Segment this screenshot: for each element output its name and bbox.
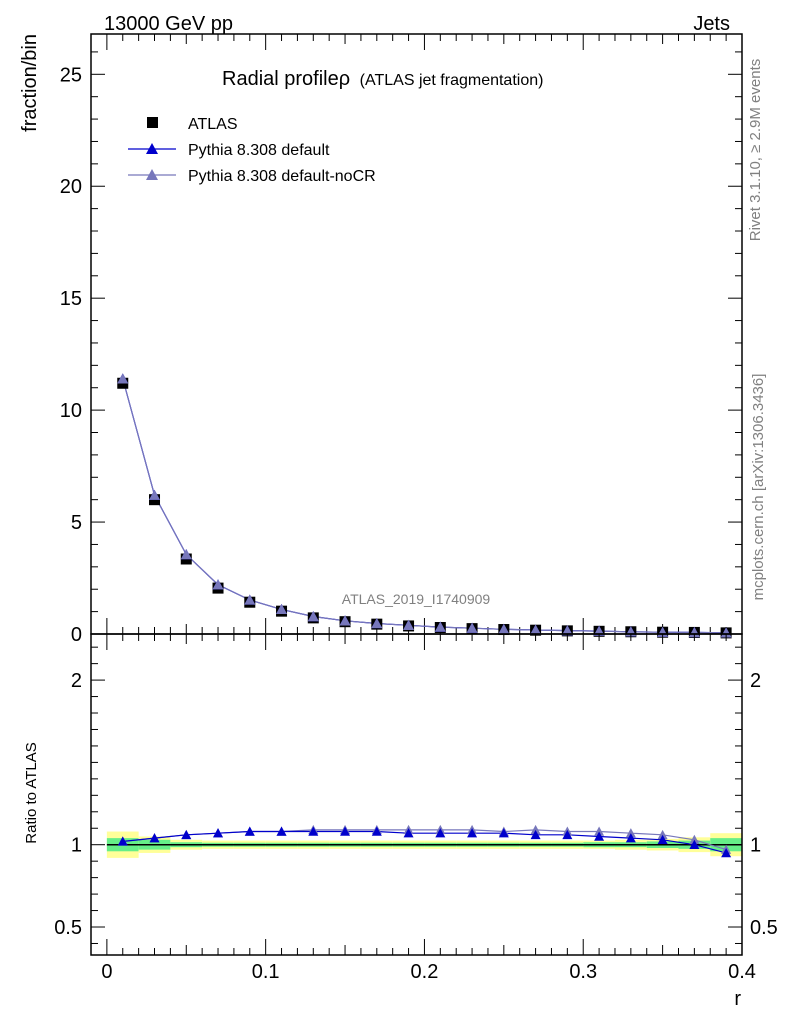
ratio-plot-marks bbox=[117, 824, 732, 858]
main-ytick-label: 0 bbox=[71, 624, 82, 646]
nocr-point bbox=[371, 617, 383, 629]
ratio-default-point bbox=[213, 828, 224, 838]
legend: ATLAS Pythia 8.308 default Pythia 8.308 … bbox=[128, 116, 376, 185]
ratio-default-point bbox=[403, 828, 414, 838]
ratio-axes: 0 0.1 0.2 0.3 0.4 0.5 0.5 1 1 2 2 bbox=[54, 634, 778, 983]
ratio-nocr-point bbox=[594, 826, 605, 836]
energy-label: 13000 GeV pp bbox=[104, 13, 233, 35]
ratio-default-point bbox=[340, 826, 351, 836]
ratio-frame bbox=[90, 633, 743, 956]
nocr-point bbox=[180, 549, 192, 560]
chart-subtitle: (ATLAS jet fragmentation) bbox=[360, 72, 544, 89]
main-ytick-label: 20 bbox=[60, 176, 82, 198]
ratio-xtick-label: 0 bbox=[101, 961, 112, 983]
ratio-default-point bbox=[467, 828, 478, 838]
legend-nocr-label: Pythia 8.308 default-noCR bbox=[188, 168, 376, 185]
main-ytick-label: 5 bbox=[71, 512, 82, 534]
ratio-ylabel: Ratio to ATLAS bbox=[23, 742, 40, 843]
nocr-point bbox=[434, 621, 446, 632]
ratio-xtick-label: 0.2 bbox=[411, 961, 439, 983]
main-ylabel: fraction/bin bbox=[19, 34, 41, 132]
ratio-default-point bbox=[244, 826, 255, 836]
ratio-default-point bbox=[435, 828, 446, 838]
ratio-nocr-point bbox=[657, 829, 668, 840]
legend-nocr-marker bbox=[146, 169, 158, 180]
nocr-point bbox=[403, 619, 415, 630]
nocr-point bbox=[561, 625, 573, 636]
nocr-point bbox=[466, 622, 478, 633]
ratio-default-point bbox=[308, 826, 319, 836]
ratio-nocr-point bbox=[625, 828, 636, 838]
ratio-xtick-label: 0.4 bbox=[728, 961, 756, 983]
main-ytick-label: 15 bbox=[60, 288, 82, 310]
nocr-point bbox=[530, 624, 542, 635]
nocr-point bbox=[307, 611, 319, 622]
ratio-xtick-label: 0.3 bbox=[569, 961, 597, 983]
main-ytick-label: 25 bbox=[60, 64, 82, 86]
legend-atlas-marker bbox=[147, 117, 158, 128]
ratio-default-point bbox=[657, 834, 668, 845]
nocr-point bbox=[276, 603, 288, 615]
ratio-default-point bbox=[371, 826, 382, 836]
main-axes: 0 5 10 15 20 25 bbox=[60, 34, 743, 646]
ratio-ytick-label-right: 2 bbox=[750, 670, 761, 692]
ratio-default-line bbox=[122, 830, 727, 854]
ratio-default-point bbox=[276, 826, 287, 836]
ratio-nocr-point bbox=[689, 834, 700, 845]
plot-frames bbox=[90, 33, 743, 956]
ratio-default-point bbox=[117, 836, 128, 846]
ratio-default-point bbox=[625, 833, 636, 843]
legend-atlas-label: ATLAS bbox=[188, 116, 238, 133]
xlabel: r bbox=[734, 988, 741, 1010]
nocr-point bbox=[149, 489, 161, 500]
chart-title: Radial profileρ (ATLAS jet fragmentation… bbox=[222, 68, 543, 90]
nocr-point bbox=[593, 625, 605, 636]
ratio-ytick-label: 2 bbox=[71, 670, 82, 692]
nocr-point bbox=[212, 579, 224, 590]
ratio-default-point bbox=[721, 847, 732, 858]
main-plot-marks bbox=[117, 373, 732, 639]
main-ytick-label: 10 bbox=[60, 400, 82, 422]
ratio-default-point bbox=[149, 833, 160, 843]
ratio-xtick-label: 0.1 bbox=[252, 961, 280, 983]
ratio-uncertainty-bands bbox=[106, 831, 742, 858]
mcplots-label: mcplots.cern.ch [arXiv:1306.3436] bbox=[750, 374, 767, 601]
ratio-default-point bbox=[498, 828, 509, 838]
process-label: Jets bbox=[693, 13, 730, 35]
nocr-point bbox=[339, 615, 351, 626]
nocr-point bbox=[117, 373, 129, 384]
nocr-point bbox=[244, 594, 256, 605]
ratio-ytick-label: 1 bbox=[71, 835, 82, 857]
ratio-default-point bbox=[530, 829, 541, 840]
legend-default-label: Pythia 8.308 default bbox=[188, 142, 330, 159]
ratio-default-point bbox=[181, 829, 192, 840]
ratio-nocr-point bbox=[530, 824, 541, 835]
analysis-watermark: ATLAS_2019_I1740909 bbox=[342, 591, 491, 607]
ratio-default-point bbox=[689, 839, 700, 849]
nocr-point bbox=[498, 623, 510, 634]
ratio-ytick-label-right: 0.5 bbox=[750, 917, 778, 939]
ratio-ytick-label-right: 1 bbox=[750, 835, 761, 857]
nocr-point bbox=[720, 627, 732, 638]
ratio-ytick-label: 0.5 bbox=[54, 917, 82, 939]
ratio-default-point bbox=[594, 831, 605, 841]
legend-default-marker bbox=[146, 143, 158, 154]
ratio-default-point bbox=[562, 829, 573, 840]
chart-title-main: Radial profileρ bbox=[222, 68, 350, 90]
rivet-label: Rivet 3.1.10, ≥ 2.9M events bbox=[747, 59, 764, 242]
